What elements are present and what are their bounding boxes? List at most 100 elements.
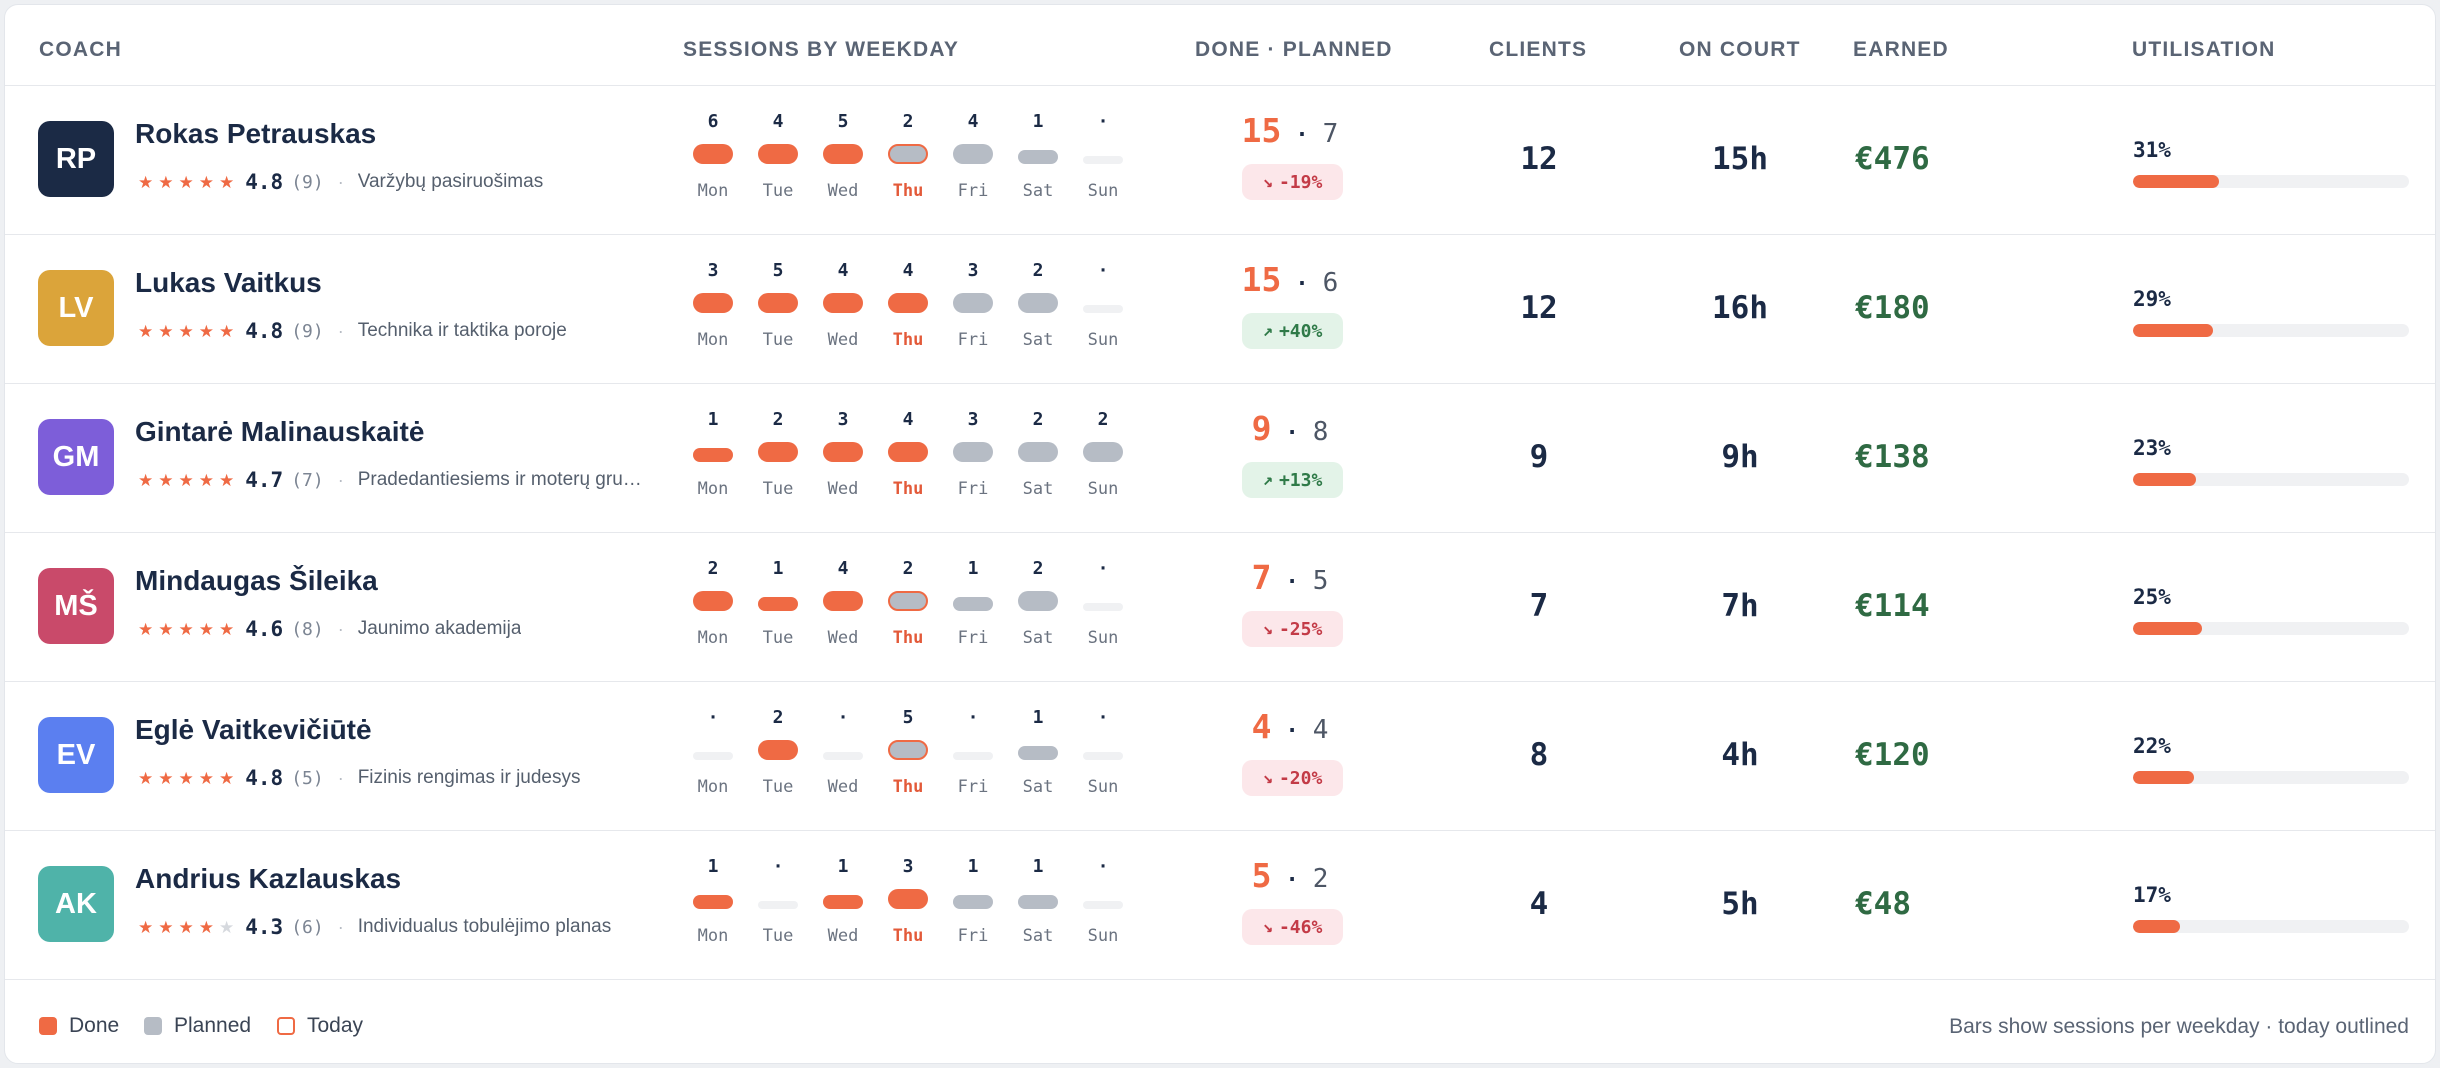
- session-bar[interactable]: [823, 752, 863, 760]
- weekday-tue[interactable]: 5 Tue: [748, 235, 808, 383]
- session-bar[interactable]: [1018, 150, 1058, 164]
- session-bar[interactable]: [1083, 156, 1123, 164]
- session-bar[interactable]: [888, 740, 928, 760]
- weekday-thu[interactable]: 2 Thu: [878, 533, 938, 681]
- weekday-sun[interactable]: · Sun: [1073, 831, 1133, 979]
- weekday-wed[interactable]: 5 Wed: [813, 86, 873, 234]
- session-bar[interactable]: [953, 144, 993, 164]
- session-bar[interactable]: [693, 591, 733, 611]
- session-bar[interactable]: [1018, 895, 1058, 909]
- session-bar[interactable]: [953, 293, 993, 313]
- table-row[interactable]: RP Rokas Petrauskas ★ ★ ★ ★ ★ 4.8 (9) · Varžybų pa…: [5, 86, 2435, 235]
- session-bar[interactable]: [693, 293, 733, 313]
- table-row[interactable]: AK Andrius Kazlauskas ★ ★ ★ ★ ★ 4.3 (6) · Individu…: [5, 831, 2435, 980]
- weekday-thu[interactable]: 2 Thu: [878, 86, 938, 234]
- coach-name[interactable]: Eglė Vaitkevičiūtė: [135, 714, 372, 745]
- weekday-sat[interactable]: 1 Sat: [1008, 682, 1068, 830]
- session-bar[interactable]: [693, 448, 733, 462]
- session-bar[interactable]: [953, 597, 993, 611]
- weekday-fri[interactable]: · Fri: [943, 682, 1003, 830]
- weekday-thu[interactable]: 3 Thu: [878, 831, 938, 979]
- session-bar[interactable]: [1083, 603, 1123, 611]
- weekday-wed[interactable]: 4 Wed: [813, 235, 873, 383]
- coach-name[interactable]: Andrius Kazlauskas: [135, 863, 402, 894]
- weekday-fri[interactable]: 1 Fri: [943, 533, 1003, 681]
- weekday-thu[interactable]: 4 Thu: [878, 235, 938, 383]
- session-bar[interactable]: [758, 293, 798, 313]
- session-bar[interactable]: [758, 740, 798, 760]
- session-bar[interactable]: [693, 144, 733, 164]
- session-bar[interactable]: [758, 144, 798, 164]
- session-bar[interactable]: [1018, 293, 1058, 313]
- weekday-thu[interactable]: 5 Thu: [878, 682, 938, 830]
- weekday-sat[interactable]: 2 Sat: [1008, 235, 1068, 383]
- weekday-tue[interactable]: 2 Tue: [748, 384, 808, 532]
- weekday-wed[interactable]: · Wed: [813, 682, 873, 830]
- weekday-mon[interactable]: · Mon: [683, 682, 743, 830]
- weekday-tue[interactable]: 1 Tue: [748, 533, 808, 681]
- weekday-mon[interactable]: 1 Mon: [683, 384, 743, 532]
- coach-name[interactable]: Rokas Petrauskas: [135, 118, 377, 149]
- weekday-sun[interactable]: · Sun: [1073, 533, 1133, 681]
- weekday-sun[interactable]: 2 Sun: [1073, 384, 1133, 532]
- weekday-fri[interactable]: 4 Fri: [943, 86, 1003, 234]
- weekday-thu[interactable]: 4 Thu: [878, 384, 938, 532]
- weekday-sat[interactable]: 1 Sat: [1008, 831, 1068, 979]
- table-row[interactable]: LV Lukas Vaitkus ★ ★ ★ ★ ★ 4.8 (9) · Technika ir t…: [5, 235, 2435, 384]
- weekday-fri[interactable]: 3 Fri: [943, 384, 1003, 532]
- session-bar[interactable]: [888, 144, 928, 164]
- weekday-fri[interactable]: 3 Fri: [943, 235, 1003, 383]
- session-bar[interactable]: [823, 442, 863, 462]
- session-bar[interactable]: [1083, 305, 1123, 313]
- session-bar[interactable]: [1083, 442, 1123, 462]
- session-bar[interactable]: [953, 895, 993, 909]
- weekday-wed[interactable]: 4 Wed: [813, 533, 873, 681]
- table-row[interactable]: GM Gintarė Malinauskaitė ★ ★ ★ ★ ★ 4.7 (7) · Prade…: [5, 384, 2435, 533]
- coach-name[interactable]: Lukas Vaitkus: [135, 267, 322, 298]
- coach-name[interactable]: Mindaugas Šileika: [135, 565, 378, 596]
- header-done-planned[interactable]: DONE · PLANNED: [1195, 38, 1393, 61]
- header-clients[interactable]: CLIENTS: [1489, 38, 1588, 61]
- coach-name[interactable]: Gintarė Malinauskaitė: [135, 416, 425, 447]
- weekday-wed[interactable]: 1 Wed: [813, 831, 873, 979]
- weekday-sat[interactable]: 2 Sat: [1008, 384, 1068, 532]
- weekday-sun[interactable]: · Sun: [1073, 86, 1133, 234]
- session-bar[interactable]: [888, 293, 928, 313]
- session-bar[interactable]: [953, 442, 993, 462]
- session-bar[interactable]: [693, 752, 733, 760]
- session-bar[interactable]: [1018, 746, 1058, 760]
- header-coach[interactable]: COACH: [39, 38, 122, 61]
- weekday-sat[interactable]: 2 Sat: [1008, 533, 1068, 681]
- header-utilisation[interactable]: UTILISATION: [2132, 38, 2276, 61]
- header-sessions-by-weekday[interactable]: SESSIONS BY WEEKDAY: [683, 38, 960, 61]
- session-bar[interactable]: [1083, 901, 1123, 909]
- weekday-mon[interactable]: 3 Mon: [683, 235, 743, 383]
- weekday-fri[interactable]: 1 Fri: [943, 831, 1003, 979]
- weekday-tue[interactable]: 2 Tue: [748, 682, 808, 830]
- weekday-mon[interactable]: 6 Mon: [683, 86, 743, 234]
- session-bar[interactable]: [758, 442, 798, 462]
- table-row[interactable]: EV Eglė Vaitkevičiūtė ★ ★ ★ ★ ★ 4.8 (5) · Fizinis …: [5, 682, 2435, 831]
- weekday-tue[interactable]: · Tue: [748, 831, 808, 979]
- session-bar[interactable]: [888, 591, 928, 611]
- session-bar[interactable]: [888, 889, 928, 909]
- session-bar[interactable]: [758, 597, 798, 611]
- session-bar[interactable]: [823, 895, 863, 909]
- weekday-sat[interactable]: 1 Sat: [1008, 86, 1068, 234]
- weekday-tue[interactable]: 4 Tue: [748, 86, 808, 234]
- session-bar[interactable]: [823, 144, 863, 164]
- session-bar[interactable]: [823, 293, 863, 313]
- header-on-court[interactable]: ON COURT: [1679, 38, 1801, 61]
- session-bar[interactable]: [888, 442, 928, 462]
- weekday-sun[interactable]: · Sun: [1073, 235, 1133, 383]
- session-bar[interactable]: [1083, 752, 1123, 760]
- session-bar[interactable]: [823, 591, 863, 611]
- session-bar[interactable]: [953, 752, 993, 760]
- session-bar[interactable]: [693, 895, 733, 909]
- weekday-mon[interactable]: 2 Mon: [683, 533, 743, 681]
- weekday-wed[interactable]: 3 Wed: [813, 384, 873, 532]
- session-bar[interactable]: [1018, 591, 1058, 611]
- session-bar[interactable]: [758, 901, 798, 909]
- table-row[interactable]: MŠ Mindaugas Šileika ★ ★ ★ ★ ★ 4.6 (8) · Jaunimo a…: [5, 533, 2435, 682]
- session-bar[interactable]: [1018, 442, 1058, 462]
